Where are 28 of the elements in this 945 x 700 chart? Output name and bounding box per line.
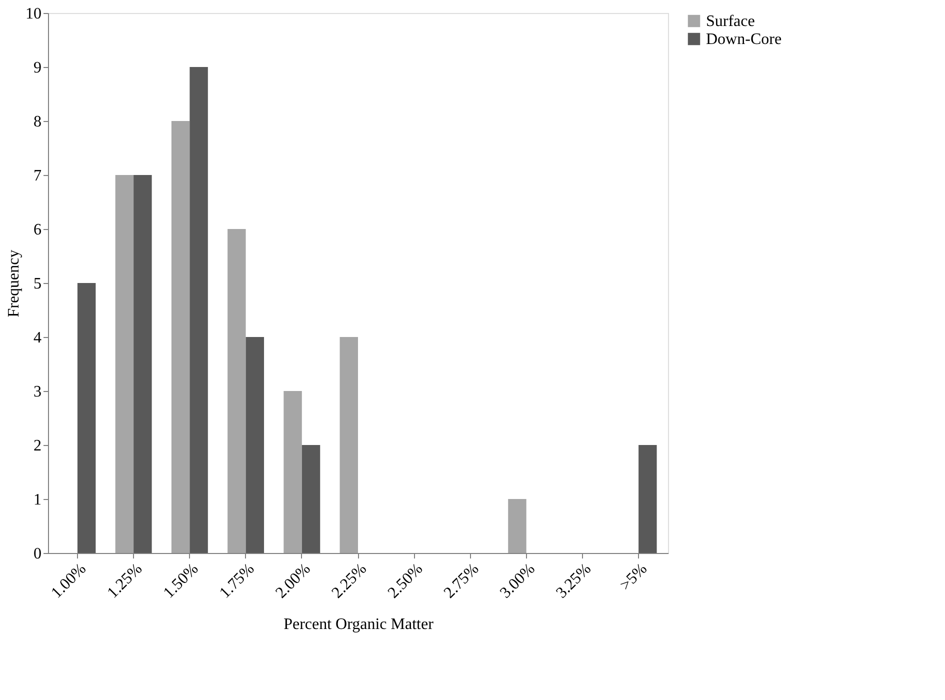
y-tick-label: 0 [34, 546, 42, 562]
y-tick-label: 9 [34, 60, 42, 76]
bar [508, 499, 526, 553]
y-tick-label: 1 [34, 492, 42, 508]
bar [77, 283, 96, 553]
legend-label: Surface [706, 13, 755, 30]
y-tick-label: 7 [34, 168, 42, 184]
bar [190, 67, 208, 553]
x-tick-label: >5% [617, 560, 651, 594]
y-tick-label: 6 [34, 222, 42, 238]
bar [302, 445, 320, 553]
bar [246, 337, 264, 553]
y-tick-label: 5 [34, 276, 42, 292]
bar [115, 175, 134, 553]
bar [638, 445, 657, 553]
y-tick-label: 8 [34, 114, 42, 130]
y-tick-label: 4 [34, 330, 42, 346]
x-axis-title: Percent Organic Matter [284, 616, 434, 634]
bar [228, 229, 246, 553]
bar [284, 391, 302, 553]
y-axis-title: Frequency [6, 250, 22, 318]
y-tick-label: 2 [34, 438, 42, 454]
y-tick-label: 3 [34, 384, 42, 400]
y-tick-label: 10 [26, 6, 42, 22]
bar [134, 175, 152, 553]
legend-label: Down-Core [706, 31, 782, 48]
bar [340, 337, 358, 553]
bar [171, 121, 190, 553]
